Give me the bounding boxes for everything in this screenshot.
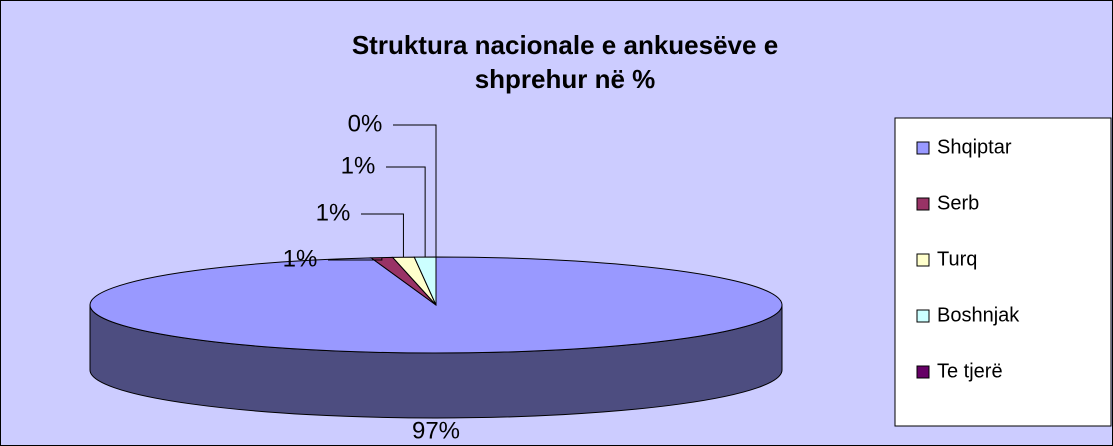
legend-swatch xyxy=(916,141,930,155)
data-label: 0% xyxy=(348,110,383,137)
legend-label: Turq xyxy=(937,248,977,270)
leader-line xyxy=(393,124,437,257)
legend-swatch xyxy=(916,253,930,267)
data-label: 1% xyxy=(316,199,351,226)
leader-line xyxy=(361,213,404,258)
legend-label: Te tjerë xyxy=(937,360,1003,382)
legend-label: Serb xyxy=(937,192,979,214)
data-label: 1% xyxy=(341,152,376,179)
leader-line xyxy=(328,257,383,261)
legend-swatch xyxy=(916,309,930,323)
legend-label: Shqiptar xyxy=(937,136,1012,158)
chart-title: Struktura nacionale e ankuesëve e shpreh… xyxy=(351,30,779,94)
data-label: 97% xyxy=(412,417,460,444)
legend-label: Boshnjak xyxy=(937,304,1020,326)
legend-box xyxy=(894,117,1112,427)
legend-swatch xyxy=(916,197,930,211)
legend-swatch xyxy=(916,365,930,379)
data-label: 1% xyxy=(283,245,318,272)
leader-line xyxy=(386,166,426,258)
